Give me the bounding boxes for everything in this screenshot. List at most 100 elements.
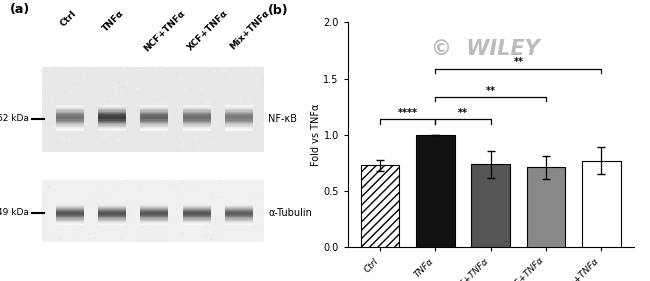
Bar [56,106,84,108]
Bar [132,220,134,221]
Bar [193,226,195,228]
Bar [56,126,84,128]
Bar [71,137,73,139]
Bar [97,112,99,114]
Bar [98,218,126,219]
Bar [99,93,101,94]
Bar [150,185,153,186]
Bar [71,219,73,221]
Bar [94,237,96,239]
Bar [48,186,50,188]
Bar [239,112,242,113]
Bar [140,125,168,127]
Bar [83,187,84,189]
Bar [223,226,226,228]
Bar [115,93,118,95]
Bar [82,87,84,89]
Bar [179,105,182,107]
Bar [60,106,62,108]
Bar [98,210,126,211]
Bar [183,219,211,221]
Bar [106,101,109,103]
Bar [120,72,122,73]
Bar [242,214,244,216]
Bar [219,95,222,97]
Bar [140,216,168,217]
Bar [231,91,234,92]
Bar [234,196,237,198]
Bar [243,141,245,142]
Bar [258,67,261,69]
Bar [250,135,252,137]
Bar [148,199,150,201]
Bar [83,191,85,193]
Bar [215,218,217,220]
Bar [98,217,126,219]
Bar [240,149,243,151]
Bar [229,139,232,141]
Bar [203,119,206,121]
Bar [183,120,211,122]
Bar [183,217,211,219]
Bar [124,216,126,217]
Bar [88,233,90,235]
Bar [123,68,125,70]
Bar [181,91,184,93]
Bar [164,92,166,93]
Bar [58,142,60,143]
Bar [181,232,183,234]
Bar [183,117,211,119]
Bar [151,236,153,238]
Bar [128,212,131,214]
Bar [159,66,162,68]
Bar [189,124,191,125]
Bar [235,238,238,240]
Text: **: ** [514,57,523,67]
Bar [140,118,142,120]
Bar [143,225,145,227]
Bar [239,202,240,204]
Bar [95,141,98,143]
Bar [196,104,198,106]
Bar [242,97,244,98]
Bar [140,126,168,128]
Bar [98,221,126,223]
Bar [172,71,174,72]
Bar [162,180,164,182]
Bar [114,208,117,210]
Bar [140,222,168,224]
Bar [96,68,99,70]
Bar [93,144,96,145]
Bar [83,77,85,79]
Bar [173,218,176,219]
Bar [125,179,127,181]
Bar [66,225,68,227]
Bar [183,215,211,216]
Bar [86,89,88,91]
Bar [183,111,211,113]
Bar [119,135,122,137]
Bar [221,193,224,194]
Bar [222,82,224,83]
Bar [225,216,253,217]
Bar [231,80,234,82]
Bar [168,223,170,225]
Bar [81,114,83,115]
Bar [98,120,126,122]
Bar [225,105,253,107]
Bar [94,74,96,76]
Bar [63,119,66,121]
Bar [243,130,246,132]
Bar [89,123,92,124]
Bar [118,190,120,191]
Bar [138,225,141,226]
Bar [225,115,253,117]
Bar [107,197,109,199]
Bar [159,229,161,231]
Bar [198,228,201,229]
Bar [194,213,196,215]
Bar [207,214,209,215]
Bar [67,131,69,133]
Bar [230,95,233,96]
Bar [56,117,84,119]
